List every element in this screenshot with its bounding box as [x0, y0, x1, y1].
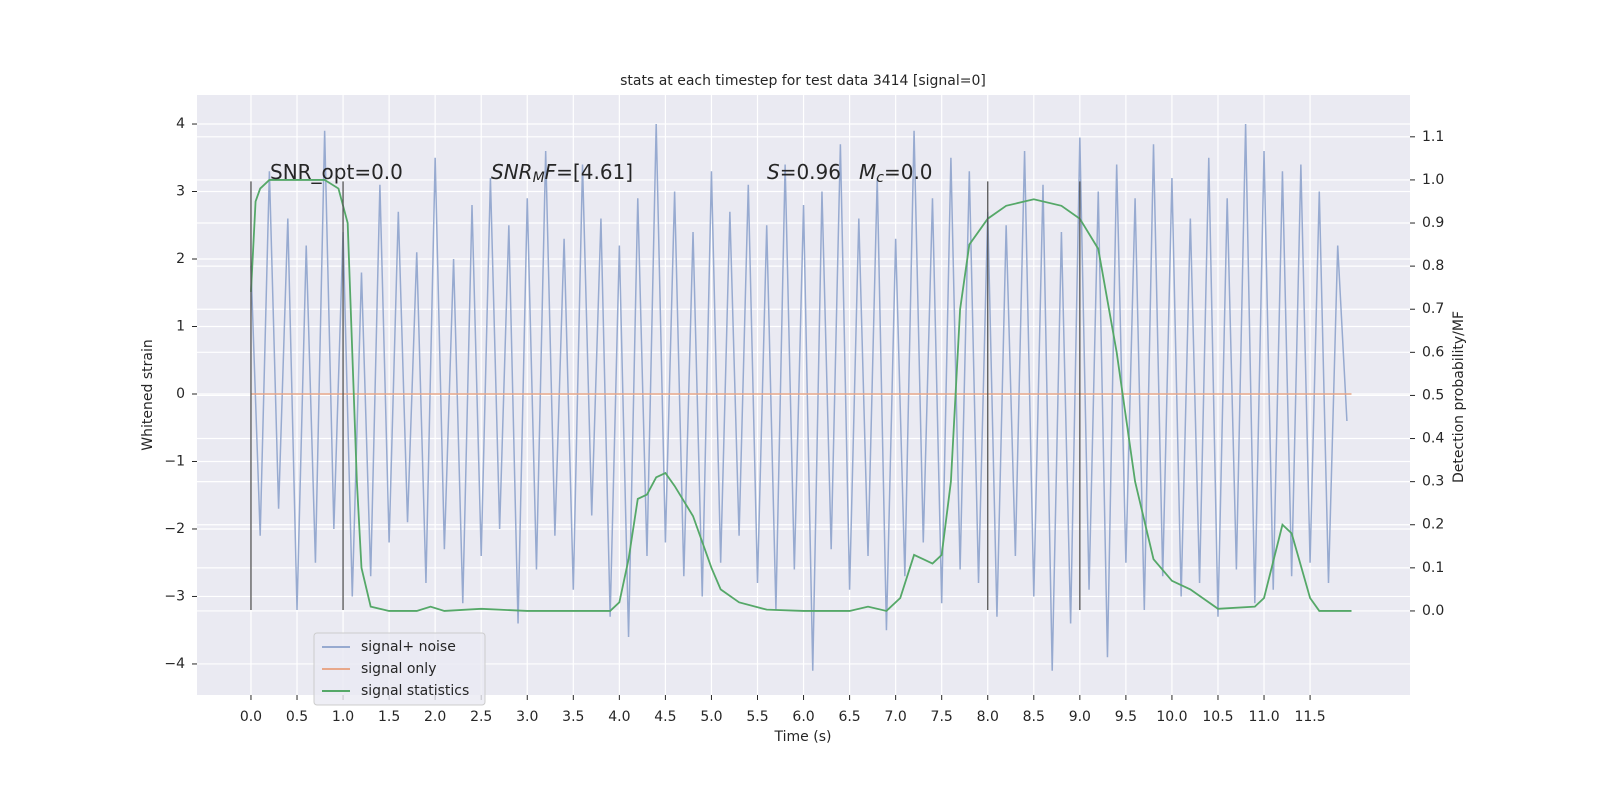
y2-tick-label: 0.5: [1422, 387, 1444, 403]
x-tick-label: 0.0: [240, 709, 262, 725]
x-tick-label: 4.5: [654, 709, 676, 725]
legend-label: signal statistics: [361, 683, 469, 699]
x-tick-label: 8.0: [977, 709, 999, 725]
x-tick-label: 8.5: [1023, 709, 1045, 725]
legend-label: signal only: [361, 661, 436, 677]
y-axis-label: Whitened strain: [140, 339, 156, 450]
x-tick-label: 4.0: [608, 709, 630, 725]
y-tick-label: 1: [176, 318, 185, 334]
x-tick-label: 6.5: [838, 709, 860, 725]
y2-tick-label: 0.1: [1422, 560, 1444, 576]
annotation: SNR_opt=0.0: [270, 160, 403, 184]
annotation-part: =0.0: [884, 160, 933, 184]
y2-tick-label: 1.0: [1422, 172, 1444, 188]
annotation-part: F: [545, 160, 557, 184]
series-line: [250, 179, 1352, 612]
annotation: S=0.96: [767, 160, 841, 184]
legend-label: signal+ noise: [361, 639, 456, 655]
annotation-part: =[4.61]: [556, 160, 633, 184]
y2-tick-label: 1.1: [1422, 129, 1444, 145]
y2-tick-label: 0.3: [1422, 474, 1444, 490]
chart-title: stats at each timestep for test data 341…: [620, 73, 986, 89]
x-tick-label: 3.0: [516, 709, 538, 725]
y2-tick-label: 0.6: [1422, 344, 1444, 360]
x-tick-label: 7.5: [931, 709, 953, 725]
annotation-part: M: [859, 160, 876, 184]
x-tick-label: 9.0: [1069, 709, 1091, 725]
y-tick-label: 3: [176, 184, 185, 200]
x-axis-label: Time (s): [774, 729, 832, 745]
x-tick-label: 0.5: [286, 709, 308, 725]
x-tick-label: 1.0: [332, 709, 354, 725]
annotation-part: M: [533, 170, 545, 186]
y2-tick-label: 0.8: [1422, 258, 1444, 274]
x-tick-label: 11.0: [1248, 709, 1279, 725]
x-tick-label: 3.5: [562, 709, 584, 725]
y-tick-label: −3: [164, 588, 185, 604]
y-tick-label: −4: [164, 656, 185, 672]
annotation-part: S: [767, 160, 780, 184]
y2-tick-label: 0.4: [1422, 431, 1444, 447]
annotation-part: c: [876, 170, 884, 186]
x-tick-label: 6.0: [792, 709, 814, 725]
y-tick-label: 4: [176, 116, 185, 132]
y2-tick-label: 0.9: [1422, 215, 1444, 231]
x-tick-label: 10.0: [1156, 709, 1187, 725]
x-tick-label: 7.0: [885, 709, 907, 725]
y2-axis-label: Detection probability/MF: [1451, 311, 1467, 483]
x-tick-label: 5.5: [746, 709, 768, 725]
annotation-part: SNR_opt=0.0: [270, 160, 403, 184]
y2-tick-label: 0.2: [1422, 517, 1444, 533]
y-tick-label: 2: [176, 251, 185, 267]
y2-tick-label: 0.0: [1422, 603, 1444, 619]
x-tick-label: 2.5: [470, 709, 492, 725]
series-line: [250, 124, 1348, 671]
annotation-part: SNR: [491, 160, 533, 184]
y2-tick-label: 0.7: [1422, 301, 1444, 317]
legend-box: [313, 632, 486, 706]
x-tick-label: 1.5: [378, 709, 400, 725]
annotation-part: =0.96: [780, 160, 841, 184]
x-tick-label: 5.0: [700, 709, 722, 725]
y-tick-label: 0: [176, 386, 185, 402]
x-tick-label: 9.5: [1115, 709, 1137, 725]
x-tick-label: 11.5: [1294, 709, 1325, 725]
y-tick-label: −1: [164, 453, 185, 469]
annotation: SNRMF=[4.61]: [491, 160, 633, 187]
annotation: Mc=0.0: [859, 160, 933, 187]
x-tick-label: 10.5: [1202, 709, 1233, 725]
y-tick-label: −2: [164, 521, 185, 537]
x-tick-label: 2.0: [424, 709, 446, 725]
